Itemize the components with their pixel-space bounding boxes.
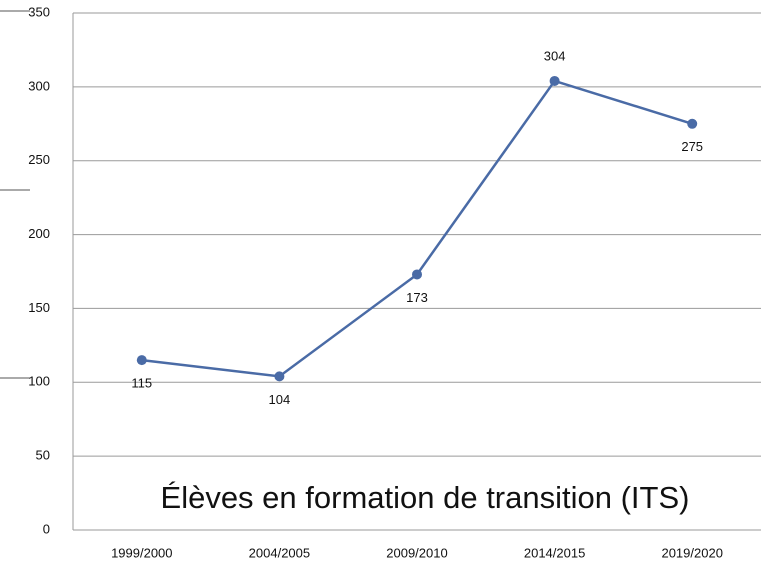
- x-tick-label: 2014/2015: [524, 545, 585, 560]
- point: [549, 75, 560, 86]
- data-label: 173: [406, 290, 428, 305]
- data-label: 104: [269, 392, 291, 407]
- data-label: 115: [131, 376, 152, 391]
- point: [274, 371, 285, 382]
- line: [141, 79, 693, 378]
- y-tick-label: 0: [43, 521, 50, 536]
- y-tick-label: 150: [28, 300, 50, 315]
- chart-title: Élèves en formation de transition (ITS): [161, 480, 690, 515]
- data-label: 275: [681, 139, 703, 154]
- point: [687, 118, 698, 129]
- x-tick-label: 2009/2010: [386, 545, 447, 560]
- y-tick-label: 200: [28, 226, 50, 241]
- y-tick-label: 250: [28, 152, 50, 167]
- x-tick-label: 2019/2020: [661, 545, 722, 560]
- point: [136, 355, 147, 366]
- y-tick-label: 300: [28, 78, 50, 93]
- y-tick-label: 350: [28, 4, 50, 19]
- y-tick-label: 100: [28, 374, 50, 389]
- x-tick-label: 2004/2005: [249, 545, 310, 560]
- point: [412, 269, 422, 280]
- x-tick-label: 1999/2000: [111, 545, 172, 560]
- data-label: 304: [544, 48, 566, 63]
- y-tick-label: 50: [36, 448, 50, 463]
